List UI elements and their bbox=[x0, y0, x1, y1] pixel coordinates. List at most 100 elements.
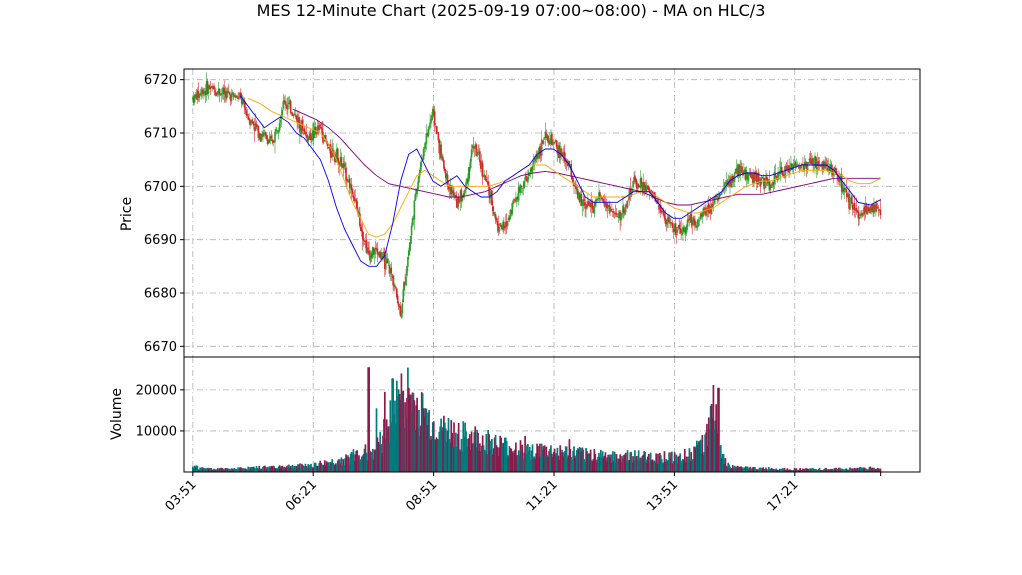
volume-bar bbox=[570, 457, 573, 472]
candle-up bbox=[469, 158, 472, 169]
candle-down bbox=[492, 206, 494, 212]
candle-down bbox=[791, 163, 793, 171]
volume-bar bbox=[818, 467, 821, 472]
candle-up bbox=[850, 197, 852, 203]
volume-bar bbox=[438, 431, 441, 472]
volume-bar bbox=[849, 467, 851, 472]
volume-bar bbox=[772, 468, 775, 472]
volume-bar bbox=[706, 423, 708, 472]
volume-bar bbox=[756, 469, 759, 472]
volume-bar bbox=[380, 444, 382, 472]
volume-bar bbox=[576, 448, 579, 472]
volume-bar bbox=[555, 453, 558, 472]
candle-up bbox=[422, 148, 425, 160]
volume-bar bbox=[566, 458, 569, 472]
candle-down bbox=[831, 168, 834, 175]
candle-down bbox=[803, 164, 805, 170]
volume-bar bbox=[742, 467, 744, 472]
candle-down bbox=[625, 204, 628, 207]
candle-up bbox=[441, 155, 443, 159]
candle-down bbox=[861, 212, 863, 215]
volume-bar bbox=[755, 469, 757, 472]
candle-up bbox=[331, 148, 334, 157]
volume-bar bbox=[627, 461, 630, 472]
candle-up bbox=[445, 173, 448, 180]
volume-bar bbox=[839, 469, 842, 472]
volume-bar bbox=[249, 466, 251, 472]
volume-bar bbox=[610, 454, 612, 472]
volume-bar bbox=[869, 466, 872, 472]
candle-down bbox=[330, 152, 333, 158]
candle-down bbox=[232, 93, 235, 95]
candle-down bbox=[614, 212, 617, 215]
candle-down bbox=[266, 139, 269, 145]
volume-bar bbox=[336, 460, 339, 472]
candle-down bbox=[501, 226, 503, 229]
volume-bar bbox=[666, 461, 669, 472]
volume-bar bbox=[758, 467, 761, 472]
volume-bar bbox=[467, 438, 470, 472]
candle-down bbox=[664, 217, 667, 224]
volume-bar bbox=[779, 469, 782, 472]
volume-bar bbox=[750, 469, 753, 472]
candle-down bbox=[317, 125, 320, 130]
volume-bar bbox=[355, 451, 358, 472]
candle-down bbox=[245, 110, 248, 115]
volume-bar bbox=[739, 466, 742, 472]
candle-up bbox=[439, 145, 441, 155]
candle-down bbox=[303, 128, 306, 135]
candle-down bbox=[845, 189, 848, 193]
candle-up bbox=[379, 252, 381, 257]
volume-bar bbox=[448, 438, 451, 472]
volume-bars bbox=[191, 367, 882, 472]
candle-up bbox=[524, 177, 526, 181]
candle-down bbox=[472, 146, 475, 149]
volume-bar bbox=[780, 469, 783, 472]
volume-bar bbox=[510, 448, 513, 472]
candle-up bbox=[594, 201, 597, 207]
candle-up bbox=[779, 166, 782, 172]
volume-bar bbox=[237, 467, 239, 472]
volume-bar bbox=[375, 408, 378, 472]
volume-bar bbox=[202, 467, 204, 472]
volume-bar bbox=[614, 462, 617, 472]
volume-bar bbox=[242, 468, 245, 472]
candle-up bbox=[587, 200, 589, 207]
volume-bar bbox=[261, 468, 263, 472]
volume-bar bbox=[321, 464, 323, 472]
candle-up bbox=[701, 215, 704, 217]
volume-bar bbox=[749, 466, 752, 472]
candle-down bbox=[495, 217, 498, 221]
volume-bar bbox=[608, 454, 610, 472]
volume-bar bbox=[530, 450, 533, 472]
candle-down bbox=[426, 133, 429, 136]
volume-bar bbox=[241, 468, 244, 472]
candle-up bbox=[677, 226, 680, 229]
candle-up bbox=[377, 253, 380, 255]
volume-bar bbox=[801, 470, 803, 472]
candle-down bbox=[268, 139, 271, 143]
volume-bar bbox=[609, 457, 611, 472]
volume-bar bbox=[304, 463, 307, 472]
volume-bar bbox=[854, 468, 857, 472]
volume-bar bbox=[199, 467, 202, 472]
candle-up bbox=[201, 89, 203, 95]
candle-up bbox=[196, 90, 199, 101]
volume-bar bbox=[300, 463, 303, 472]
candle-up bbox=[238, 96, 240, 98]
volume-bar bbox=[662, 463, 665, 472]
volume-bar bbox=[755, 469, 758, 472]
volume-bar bbox=[538, 456, 540, 472]
candle-down bbox=[540, 152, 542, 156]
volume-bar bbox=[593, 449, 596, 472]
volume-bar bbox=[549, 449, 551, 472]
volume-bar bbox=[533, 456, 536, 472]
candle-up bbox=[733, 172, 736, 182]
candle-down bbox=[611, 211, 614, 213]
volume-bar bbox=[264, 466, 267, 472]
volume-bar bbox=[464, 422, 466, 472]
volume-bar bbox=[394, 400, 396, 472]
volume-bar bbox=[824, 468, 826, 472]
volume-bar bbox=[297, 464, 299, 472]
candle-down bbox=[292, 115, 295, 117]
